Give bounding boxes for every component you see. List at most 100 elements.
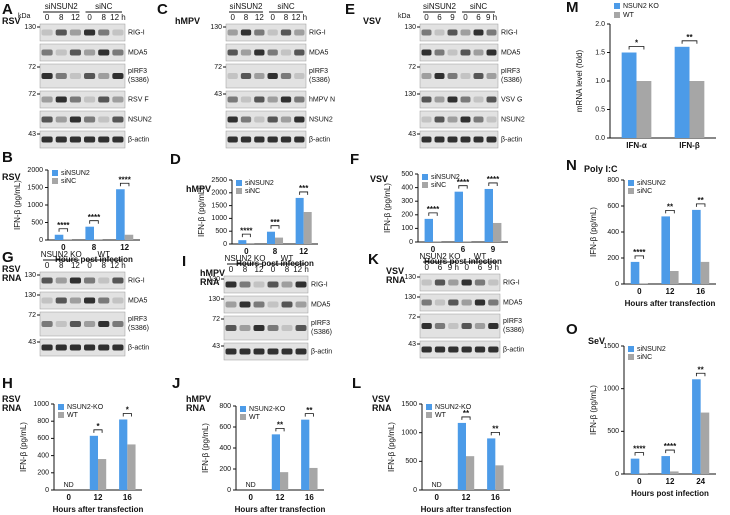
sig-bracket xyxy=(428,212,438,216)
lane-label: 9 h xyxy=(448,263,459,272)
blot-band xyxy=(486,73,497,79)
blot-band xyxy=(448,279,459,286)
kda-label: kDa xyxy=(18,13,31,20)
mw-label: 72 xyxy=(408,314,416,321)
blot-band xyxy=(112,321,124,327)
x-tick-label: 12 xyxy=(299,247,308,256)
blot-band xyxy=(447,29,458,36)
y-tick-label: 0.0 xyxy=(595,135,605,142)
blot-band xyxy=(281,301,293,308)
row-label-line: pIRF3 xyxy=(503,318,522,325)
y-tick-label: 1.0 xyxy=(595,78,605,85)
blot-band xyxy=(69,277,81,284)
y-tick-label: 600 xyxy=(37,435,49,442)
blot-band xyxy=(447,49,458,56)
blot-strip xyxy=(223,275,309,294)
sig-label: * xyxy=(635,39,639,48)
x-tick-label: IFN-β xyxy=(679,141,700,150)
mw-label: 130 xyxy=(24,24,36,31)
sig-label: **** xyxy=(240,226,253,235)
x-tick-label: 12 xyxy=(462,493,471,502)
y-tick-label: 500 xyxy=(607,428,619,435)
row-label-line: (S386) xyxy=(128,77,149,84)
group-label: siNC xyxy=(470,2,488,11)
blot-strip xyxy=(225,130,307,149)
row-label: hMPV N xyxy=(309,96,335,103)
legend-label: siNSUN2 xyxy=(637,180,666,187)
mw-label: 43 xyxy=(408,131,416,138)
bar xyxy=(487,438,496,490)
blot-band xyxy=(227,29,238,36)
x-tick-label: 0 xyxy=(248,493,253,502)
y-tick-label: 1000 xyxy=(603,386,619,393)
blot-band xyxy=(294,29,305,36)
blot-band xyxy=(239,301,251,308)
lane-label: 9 h xyxy=(488,263,499,272)
lane-label: 12 h xyxy=(292,13,308,22)
legend-label: WT xyxy=(623,12,635,19)
side-label: RSV RNA xyxy=(2,394,22,413)
blot-band xyxy=(474,299,486,306)
sig-label: ** xyxy=(698,365,705,374)
y-tick-label: 200 xyxy=(607,255,619,262)
sig-label: **** xyxy=(118,175,131,184)
panel-letter: O xyxy=(566,321,578,338)
blot-band xyxy=(267,29,278,36)
bar xyxy=(630,261,640,284)
x-tick-label: 12 xyxy=(120,243,129,252)
legend-swatch xyxy=(236,188,242,194)
blot-band xyxy=(112,96,124,103)
side-label: SeV xyxy=(588,336,605,346)
panel-letter: E xyxy=(345,1,355,18)
mw-label: 43 xyxy=(214,91,222,98)
blot-band xyxy=(280,49,292,56)
blot-strip xyxy=(419,43,499,62)
blot-band xyxy=(280,116,292,123)
x-tick-label: 24 xyxy=(696,477,705,486)
blot-band xyxy=(447,116,458,123)
blot-band xyxy=(267,136,278,143)
mw-label: 130 xyxy=(24,272,36,279)
row-label-line: RIG-I xyxy=(309,29,326,36)
side-label: Poly I:C xyxy=(584,164,618,174)
side-label: RSV RNA xyxy=(2,264,22,283)
blot-band xyxy=(281,281,293,288)
row-label-line: NSUN2 xyxy=(309,116,333,123)
blot-strip xyxy=(39,338,126,357)
row-label-line: pIRF3 xyxy=(128,68,147,75)
group-label: siNSUN2 xyxy=(423,2,456,11)
blot-band xyxy=(474,323,486,329)
legend-swatch xyxy=(628,188,634,194)
legend-swatch xyxy=(58,404,64,410)
blot-band xyxy=(253,281,265,288)
group-label: NSUN2 KO xyxy=(225,254,266,263)
side-label: hMPV xyxy=(186,184,211,194)
row-label: RIG-I xyxy=(311,281,328,288)
blot-band xyxy=(434,116,445,123)
blot-band xyxy=(240,29,252,36)
side-label: hMPV xyxy=(175,16,200,26)
lane-label: 0 xyxy=(424,263,429,272)
sig-bracket xyxy=(681,40,698,44)
x-tick-label: 16 xyxy=(696,287,705,296)
blot-band xyxy=(461,346,472,353)
y-axis-label: IFN-β (pg/mL) xyxy=(13,180,22,230)
y-tick-label: 1000 xyxy=(211,215,227,222)
blot-band xyxy=(69,116,81,123)
blot-band xyxy=(280,73,292,79)
lane-label: 0 xyxy=(229,265,234,274)
blot-band xyxy=(227,49,238,56)
legend-swatch xyxy=(52,178,58,184)
y-tick-label: 500 xyxy=(31,219,43,226)
row-label: β-actin xyxy=(501,136,522,143)
row-label-line: MDA5 xyxy=(503,299,523,306)
bar xyxy=(309,467,318,490)
row-label-line: MDA5 xyxy=(501,49,521,56)
blot-band xyxy=(434,136,445,143)
blot-band xyxy=(55,136,67,143)
blot-band xyxy=(55,96,67,103)
blot-band xyxy=(421,29,432,36)
blot-band xyxy=(281,325,293,331)
mw-label: 43 xyxy=(212,343,220,350)
blot-strip xyxy=(225,110,307,129)
